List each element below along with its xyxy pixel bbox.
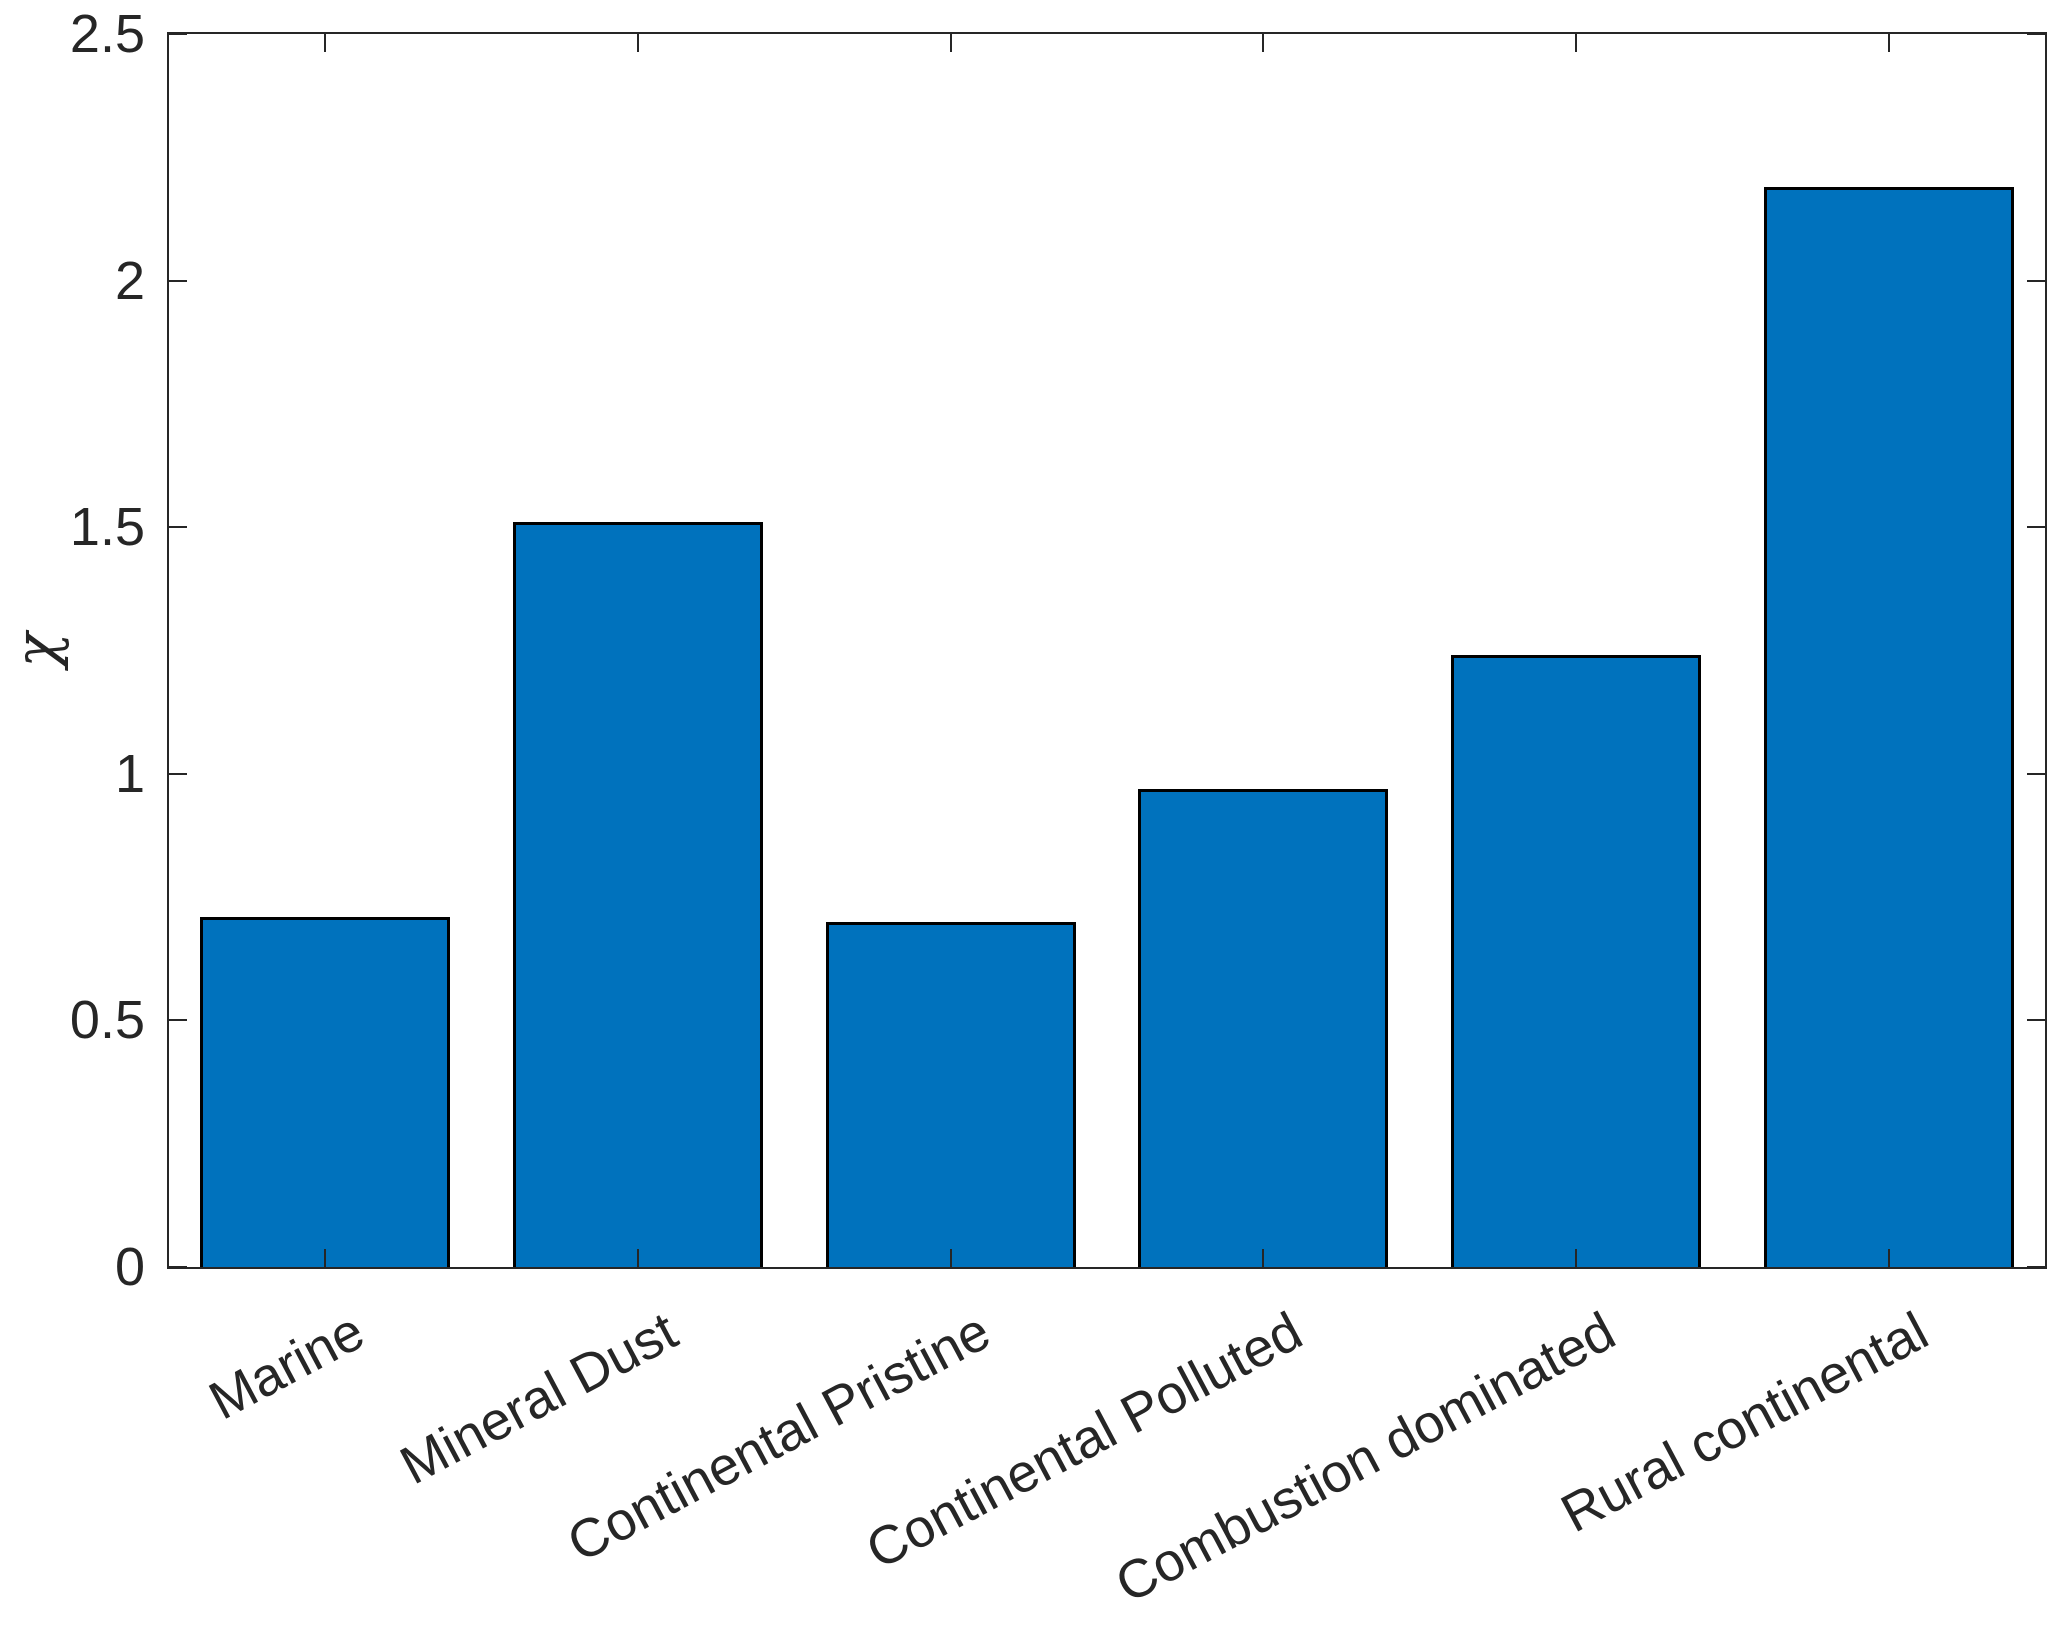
y-tick-label-2-5: 2.5: [69, 4, 145, 64]
plot-area: [167, 32, 2047, 1269]
bar-mineral-dust: [512, 522, 764, 1267]
x-tick-bottom: [949, 1249, 952, 1267]
y-tick-label-0-5: 0.5: [69, 990, 145, 1051]
y-tick-label-0: 0: [114, 1237, 145, 1297]
x-tick-bottom: [324, 1249, 327, 1267]
x-tick-bottom: [1262, 1249, 1265, 1267]
x-tick-top: [324, 34, 327, 52]
x-tick-label-combustion-dominated: Combustion dominated: [1106, 1300, 1625, 1615]
y-axis-label: χ: [2, 632, 70, 668]
y-tick-right: [2027, 526, 2045, 529]
x-tick-top: [1262, 34, 1265, 52]
y-tick-left: [169, 1019, 187, 1022]
y-tick-right: [2027, 279, 2045, 282]
y-tick-label-1-5: 1.5: [69, 497, 145, 558]
y-tick-left: [169, 1266, 187, 1268]
y-tick-left: [169, 279, 187, 282]
y-tick-left: [169, 33, 187, 35]
bar-combustion-dominated: [1450, 655, 1702, 1267]
bar-continental-polluted: [1138, 788, 1389, 1267]
x-tick-label-marine: Marine: [200, 1300, 374, 1432]
x-tick-top: [1575, 34, 1577, 52]
y-tick-label-1: 1: [114, 743, 145, 804]
bar-continental-pristine: [825, 921, 1076, 1267]
y-tick-left: [169, 526, 187, 529]
x-tick-top: [1887, 34, 1890, 52]
bar-rural-continental: [1763, 186, 2014, 1267]
x-tick-bottom: [1887, 1249, 1890, 1267]
x-tick-top: [949, 34, 952, 52]
y-tick-right: [2027, 1266, 2045, 1268]
x-tick-label-mineral-dust: Mineral Dust: [390, 1300, 687, 1497]
y-tick-left: [169, 772, 187, 775]
y-tick-label-2: 2: [114, 250, 145, 311]
x-tick-top: [637, 34, 639, 52]
bar-marine: [200, 916, 451, 1267]
x-tick-bottom: [637, 1249, 639, 1267]
y-tick-right: [2027, 33, 2045, 35]
y-tick-right: [2027, 772, 2045, 775]
x-tick-bottom: [1575, 1249, 1577, 1267]
y-tick-right: [2027, 1019, 2045, 1022]
